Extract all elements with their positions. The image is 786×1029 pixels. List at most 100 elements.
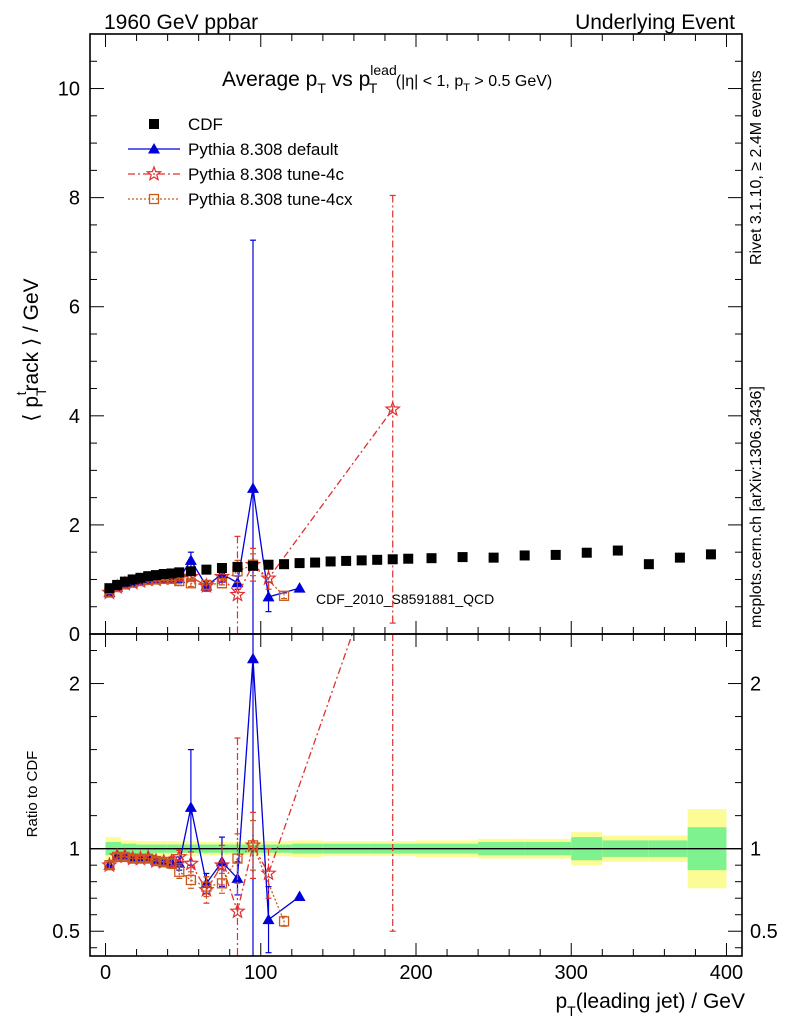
legend-label: Pythia 8.308 default [188, 140, 339, 159]
mc-point-square [232, 853, 243, 864]
y-tick-label: 10 [58, 79, 80, 101]
data-point [705, 549, 716, 560]
ratio-tick-label: 0.5 [52, 921, 80, 943]
x-tick-label: 0 [100, 962, 111, 984]
y-tick-label: 4 [69, 406, 80, 428]
mc-point-star [213, 856, 231, 873]
data-point [356, 555, 367, 566]
mc-point-square [278, 590, 290, 601]
data-point [488, 552, 499, 563]
mc-point-square [119, 851, 131, 863]
ratio-tick-label: 1 [69, 839, 80, 861]
mc-point-square [127, 853, 138, 864]
y-tick-label: 0 [69, 624, 80, 646]
data-point [294, 558, 305, 569]
x-tick-label: 400 [710, 962, 743, 984]
data-point [426, 553, 437, 564]
ratio-series-default [103, 634, 306, 956]
mc-point-square [158, 856, 169, 868]
mc-point-star [260, 569, 277, 586]
data-point [149, 119, 159, 129]
data-point [263, 559, 274, 570]
data-point [201, 564, 212, 575]
legend-entry: CDF [149, 115, 223, 134]
series-cdf [104, 545, 716, 594]
data-point [248, 560, 258, 571]
legend: CDF Pythia 8.308 default Pythia 8.308 tune… [128, 115, 353, 209]
mc-point-triangle [148, 143, 160, 154]
data-point [457, 552, 468, 563]
data-point [158, 569, 169, 579]
data-point [166, 568, 177, 579]
legend-label: Pythia 8.308 tune-4c [188, 165, 344, 184]
data-point [325, 556, 336, 567]
ratio-clipped [101, 634, 396, 956]
mc-point-star [182, 854, 200, 871]
data-point [112, 579, 123, 590]
data-point [185, 566, 196, 577]
legend-label: Pythia 8.308 tune-4cx [188, 190, 353, 209]
mcplots-label: mcplots.cern.ch [arXiv:1306.3436] [748, 386, 765, 628]
mc-point-triangle [293, 582, 306, 593]
ratio-panel-frame [89, 633, 743, 957]
mc-point-star [145, 165, 163, 182]
data-point [104, 583, 115, 594]
data-point [372, 554, 383, 565]
header-right: Underlying Event [575, 11, 735, 34]
mc-point-square [104, 860, 115, 871]
ratio-series-tune4cx [104, 819, 290, 927]
mc-point-square [185, 578, 197, 589]
mc-point-square [150, 855, 162, 867]
mc-point-triangle [293, 890, 306, 902]
mc-point-triangle [184, 801, 197, 812]
mc-point-square [201, 579, 212, 591]
ratio-line [108, 658, 300, 921]
mc-point-star [384, 400, 401, 417]
data-point [387, 554, 398, 565]
axes-layer: 0 100 200 300 400 0 2 4 6 8 10 0.5 0.5 1 1 2 2 [52, 33, 778, 984]
mc-point-square [216, 878, 228, 889]
legend-label: CDF [188, 115, 223, 134]
data-point [174, 567, 185, 578]
data-point [150, 570, 161, 581]
legend-entry: Pythia 8.308 default [128, 140, 339, 159]
mc-point-star [229, 902, 246, 919]
ratio-panel-layer [101, 634, 396, 956]
ratio-uncertainty-band [90, 809, 742, 889]
x-tick-label: 300 [555, 962, 588, 984]
x-tick-label: 200 [399, 962, 432, 984]
rivet-label: Rivet 3.1.10, ≥ 2.4M events [748, 70, 765, 265]
ratio-tick-label-right: 1 [750, 839, 761, 861]
ratio-y-axis-label: Ratio to CDF [24, 751, 41, 838]
mc-point-triangle [184, 554, 197, 565]
data-point [127, 574, 138, 585]
ratio-tick-label-right: 2 [750, 674, 761, 696]
mc-point-star [170, 848, 188, 864]
data-point [279, 559, 290, 570]
header-left: 1960 GeV ppbar [104, 11, 258, 34]
x-axis-label: pT(leading jet) / GeV [555, 990, 745, 1019]
y-tick-label: 6 [69, 297, 80, 319]
data-point [550, 549, 561, 560]
mc-point-star [229, 586, 246, 602]
data-point [119, 576, 130, 587]
x-tick-label: 100 [244, 962, 277, 984]
mc-point-star [260, 864, 277, 881]
mc-point-square [201, 881, 212, 892]
data-point [403, 553, 414, 564]
mc-point-square [216, 578, 228, 589]
data-point [232, 561, 243, 572]
y-axis-label: ⟨ pTtrack ⟩ / GeV [13, 278, 49, 421]
mc-point-triangle [247, 652, 259, 664]
plot-title: Average pT vs plead T (|η| < 1, pT > 0.5 … [222, 62, 552, 96]
mc-point-triangle [262, 590, 275, 602]
mc-point-square [166, 858, 177, 869]
mc-point-square [174, 866, 185, 877]
data-point [674, 552, 685, 563]
ratio-tick-label: 2 [69, 674, 80, 696]
mc-point-square [148, 193, 160, 205]
data-point [216, 563, 227, 573]
mc-point-square [135, 853, 146, 864]
